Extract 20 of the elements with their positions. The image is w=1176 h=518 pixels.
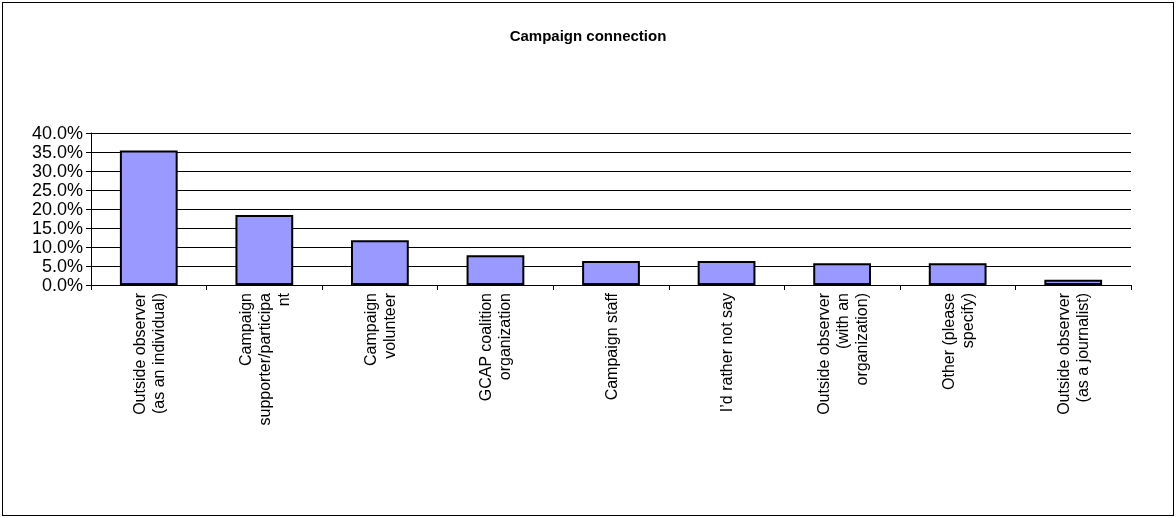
y-tick-label: 35.0%	[31, 142, 83, 162]
x-tick-label: Outside observer (as an individual)	[130, 292, 167, 415]
y-tick-label: 10.0%	[31, 237, 83, 257]
x-tick-label: Campaign supporter/participa nt	[236, 292, 292, 426]
y-tick-label: 15.0%	[31, 218, 83, 238]
bar	[1044, 279, 1103, 285]
chart-title: Campaign connection	[509, 27, 667, 44]
x-tick-label: Other (please specify)	[939, 292, 976, 390]
y-tick-label: 20.0%	[31, 199, 83, 219]
y-tick-label: 40.0%	[31, 123, 83, 143]
x-tick-label: Outside observer (with an organization)	[814, 292, 870, 415]
x-tick-label: GCAP coalition organization	[477, 293, 514, 402]
y-tick-label: 30.0%	[31, 161, 83, 181]
y-tick-label: 25.0%	[31, 180, 83, 200]
y-tick-label: 0.0%	[41, 275, 83, 295]
x-tick-label: I’d rather not say	[718, 293, 736, 413]
x-tick-label: Campaign volunteer	[361, 292, 398, 366]
y-tick-label: 5.0%	[41, 256, 83, 276]
x-tick-label: Outside observer (as a journalist)	[1055, 292, 1092, 415]
x-tick-label: Campaign staff	[602, 292, 620, 401]
